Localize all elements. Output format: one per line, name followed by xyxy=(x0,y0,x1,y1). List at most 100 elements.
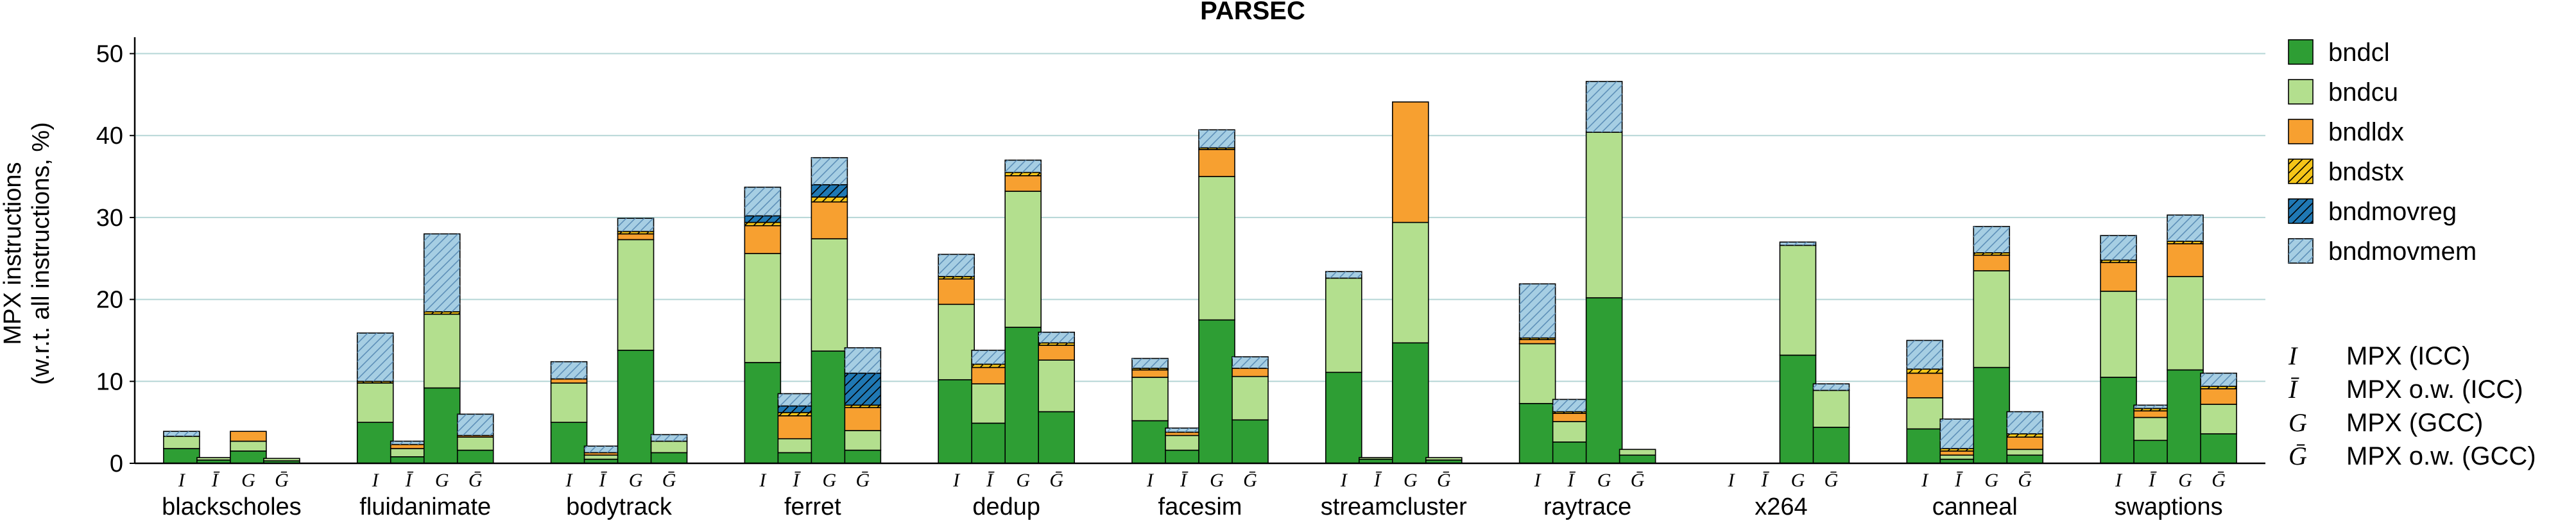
segment-bndcl-x264-3 xyxy=(1779,354,1817,464)
segment-bndcu-streamcluster-2 xyxy=(1359,457,1396,460)
hatch-bndstx-dedup-3 xyxy=(1005,172,1042,176)
category-label-x264: x264 xyxy=(1755,493,1807,520)
segment-bndcu-canneal-2 xyxy=(1939,454,1977,460)
bar-streamcluster-4 xyxy=(1425,457,1463,464)
bar-blackscholes-1 xyxy=(163,431,200,464)
segment-bndcl-raytrace-3 xyxy=(1585,297,1623,464)
legend-label-bndstx: bndstx xyxy=(2328,158,2404,186)
segment-bndldx-streamcluster-3 xyxy=(1392,101,1429,223)
segment-bndcu-dedup-4 xyxy=(1038,359,1075,413)
segment-bndldx-ferret-1 xyxy=(744,225,782,254)
segment-bndcl-bodytrack-4 xyxy=(650,452,688,464)
segment-bndldx-canneal-3 xyxy=(1973,254,2011,271)
hatch-bndstx-bodytrack-3 xyxy=(617,231,654,234)
hatch-bndmovmem-raytrace-1 xyxy=(1519,284,1556,338)
segment-bndldx-swaptions-1 xyxy=(2100,262,2137,292)
hatch-bndstx-dedup-4 xyxy=(1038,343,1075,346)
bar-swaptions-2 xyxy=(2133,404,2170,464)
hatch-bndmovmem-raytrace-3 xyxy=(1586,81,1622,133)
hatch-bndstx-dedup-2 xyxy=(972,364,1008,368)
segment-bndldx-raytrace-2 xyxy=(1552,413,1590,422)
legend-label-bndmovmem: bndmovmem xyxy=(2328,237,2477,266)
legend-hatch-bndmovreg xyxy=(2288,199,2313,223)
hatch-bndstx-canneal-1 xyxy=(1907,369,1943,373)
bar-streamcluster-2 xyxy=(1359,457,1396,464)
category-label-bodytrack: bodytrack xyxy=(566,493,673,520)
bar-blackscholes-2 xyxy=(196,457,234,464)
segment-bndldx-bodytrack-3 xyxy=(617,233,655,241)
hatch-bndmovreg-ferret-1 xyxy=(744,216,781,223)
bar-label-canneal-2: Ī xyxy=(1954,470,1963,491)
bar-label-facesim-1: I xyxy=(1146,470,1155,491)
hatch-bndstx-ferret-1 xyxy=(744,222,781,226)
hatch-bndmovmem-fluidanimate-3 xyxy=(424,234,460,312)
bar-ferret-4 xyxy=(844,347,882,464)
hatch-bndmovmem-ferret-3 xyxy=(811,157,848,185)
segment-bndcu-swaptions-3 xyxy=(2167,276,2204,371)
legend-item-bndldx: bndldx xyxy=(2288,118,2404,146)
segment-bndcl-swaptions-3 xyxy=(2167,369,2204,464)
segment-bndcu-swaptions-1 xyxy=(2100,291,2137,378)
segment-bndcl-bodytrack-3 xyxy=(617,349,655,464)
hatch-bndmovmem-fluidanimate-2 xyxy=(390,441,427,445)
legend-label-bndcl: bndcl xyxy=(2328,39,2390,67)
bar-label-dedup-4: Ḡ xyxy=(1049,470,1063,491)
segment-bndldx-ferret-2 xyxy=(777,415,815,440)
category-label-dedup: dedup xyxy=(972,493,1040,520)
segment-bndldx-canneal-4 xyxy=(2006,436,2044,450)
category-label-blackscholes: blackscholes xyxy=(162,493,302,520)
hatch-bndmovmem-dedup-2 xyxy=(972,350,1008,364)
bar-label-swaptions-2: Ī xyxy=(2148,470,2157,491)
bar-key-item-3: G MPX (GCC) xyxy=(2288,408,2483,437)
hatch-bndmovmem-fluidanimate-4 xyxy=(457,414,494,436)
segment-bndldx-bodytrack-1 xyxy=(550,378,588,384)
bar-label-swaptions-4: Ḡ xyxy=(2211,470,2226,491)
segment-bndldx-facesim-1 xyxy=(1131,369,1169,378)
hatch-bndmovmem-fluidanimate-1 xyxy=(357,332,393,382)
category-label-facesim: facesim xyxy=(1158,493,1242,520)
legend-hatch-bndstx xyxy=(2288,159,2313,184)
segment-bndcu-dedup-3 xyxy=(1004,191,1042,328)
hatch-bndmovmem-facesim-1 xyxy=(1132,358,1168,368)
hatch-bndstx-dedup-1 xyxy=(938,276,975,279)
segment-bndcl-facesim-1 xyxy=(1131,420,1169,464)
bar-facesim-3 xyxy=(1198,129,1235,464)
bar-label-ferret-4: Ḡ xyxy=(856,470,870,491)
hatch-bndstx-canneal-2 xyxy=(1940,449,1977,451)
bar-label-raytrace-4: Ḡ xyxy=(1631,470,1645,491)
y-axis-label-line2: (w.r.t. all instructions, %) xyxy=(28,122,55,385)
segment-bndcl-dedup-4 xyxy=(1038,411,1075,464)
bar-label-raytrace-2: Ī xyxy=(1567,470,1576,491)
bar-dedup-2 xyxy=(971,349,1008,464)
bar-swaptions-1 xyxy=(2100,235,2137,464)
segment-bndcl-raytrace-1 xyxy=(1518,402,1556,464)
bar-label-raytrace-3: G xyxy=(1597,470,1611,491)
hatch-bndmovmem-dedup-4 xyxy=(1038,332,1075,343)
legend-swatch-bndcu xyxy=(2288,79,2314,105)
segment-bndldx-dedup-3 xyxy=(1004,175,1042,192)
segment-bndcu-streamcluster-3 xyxy=(1392,221,1429,344)
bar-key-text-4: MPX o.w. (GCC) xyxy=(2346,442,2536,470)
hatch-bndmovmem-canneal-3 xyxy=(1973,226,2010,253)
segment-bndcu-bodytrack-4 xyxy=(650,440,688,454)
segment-bndcl-fluidanimate-2 xyxy=(390,456,427,464)
bar-canneal-3 xyxy=(1973,226,2011,464)
hatch-bndmovreg-ferret-3 xyxy=(811,184,848,197)
bar-label-fluidanimate-4: Ḡ xyxy=(468,470,483,491)
segment-bndcl-raytrace-4 xyxy=(1619,454,1656,464)
bar-label-canneal-1: I xyxy=(1921,470,1929,491)
segment-bndcu-canneal-1 xyxy=(1906,397,1944,430)
category-label-fluidanimate: fluidanimate xyxy=(359,493,491,520)
segment-bndcu-x264-3 xyxy=(1779,244,1817,356)
segment-bndldx-raytrace-1 xyxy=(1518,339,1556,345)
bar-label-bodytrack-3: G xyxy=(629,470,643,491)
segment-bndldx-canneal-1 xyxy=(1906,372,1944,399)
legend-label-bndmovreg: bndmovreg xyxy=(2328,198,2457,226)
bar-ferret-1 xyxy=(744,186,782,464)
segment-bndcl-ferret-4 xyxy=(844,449,882,464)
bar-label-x264-4: Ḡ xyxy=(1825,470,1839,491)
